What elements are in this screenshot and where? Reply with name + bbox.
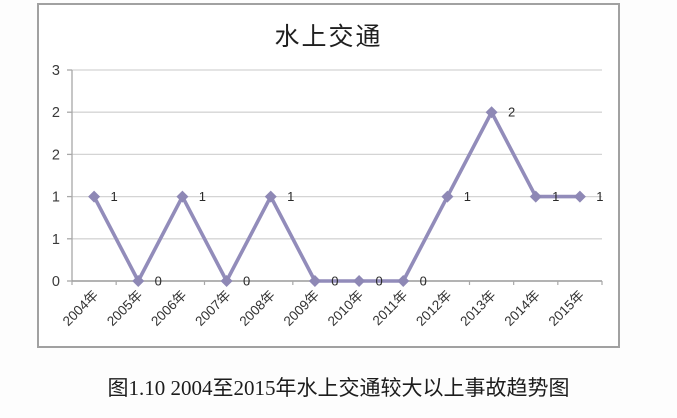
data-point-marker[interactable] [485,106,498,119]
y-axis-label: 0 [52,274,60,290]
x-axis-label: 2010年 [325,288,366,329]
data-point-label: 2 [508,105,515,120]
data-point-marker[interactable] [573,190,586,203]
y-axis-label: 2 [52,147,60,163]
y-axis-label: 1 [52,232,60,248]
line-series [92,110,582,283]
data-point-label: 1 [287,189,294,204]
data-point-marker[interactable] [397,275,410,287]
x-axis-label: 2011年 [370,288,411,329]
data-point-label: 0 [155,274,162,289]
chart-container: 水上交通 0 1 1 2 2 3 2004年 2005年 2006年 2007年 2008年 2009… [37,3,620,348]
data-point-marker[interactable] [441,190,454,203]
data-point-label: 1 [464,189,471,204]
data-point-marker[interactable] [353,275,366,287]
data-point-marker[interactable] [88,190,101,203]
data-point-label: 1 [596,189,603,204]
y-axis-label: 2 [52,105,60,121]
data-point-marker[interactable] [220,275,233,287]
data-point-marker[interactable] [529,190,542,203]
x-axis-label: 2006年 [148,288,189,329]
x-axis-label: 2013年 [457,288,498,329]
data-point-label: 1 [110,189,117,204]
data-point-label: 0 [375,274,382,289]
x-axis-label: 2007年 [192,288,233,329]
data-point-label: 0 [331,274,338,289]
data-point-label: 1 [552,189,559,204]
data-point-marker[interactable] [308,275,321,287]
data-point-marker[interactable] [176,190,189,203]
y-axis-label: 1 [52,190,60,206]
data-point-marker[interactable] [264,190,277,203]
x-axis-label: 2004年 [60,288,101,329]
data-point-marker[interactable] [132,275,145,287]
x-axis-label: 2015年 [546,288,587,329]
x-axis-label: 2009年 [281,288,322,329]
x-axis-label: 2014年 [501,288,542,329]
chart-title: 水上交通 [274,23,383,51]
data-point-label: 1 [199,189,206,204]
data-point-label: 0 [243,274,250,289]
x-axis-label: 2005年 [104,288,145,329]
x-axis-label: 2012年 [413,288,454,329]
y-axis-label: 3 [52,63,60,79]
x-axis-label: 2008年 [236,288,277,329]
data-point-label: 0 [420,274,427,289]
figure-caption: 图1.10 2004至2015年水上交通较大以上事故趋势图 [107,376,570,400]
